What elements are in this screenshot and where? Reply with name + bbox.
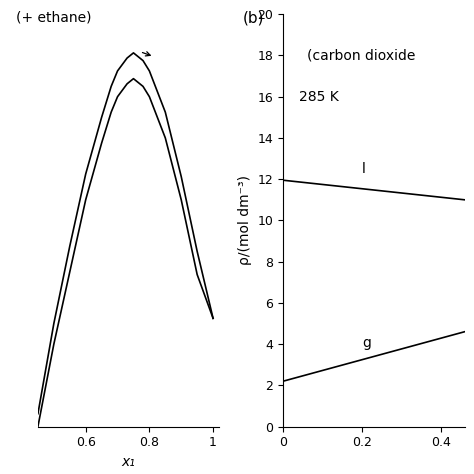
Text: g: g [362, 336, 371, 350]
Text: (b): (b) [243, 10, 264, 25]
Text: 285 K: 285 K [299, 90, 338, 104]
X-axis label: x₁: x₁ [122, 455, 136, 469]
Text: (+ ethane): (+ ethane) [16, 10, 91, 24]
Text: (carbon dioxide: (carbon dioxide [307, 48, 415, 63]
Text: l: l [362, 162, 366, 176]
Y-axis label: ρ/(mol dm⁻³): ρ/(mol dm⁻³) [238, 175, 252, 265]
